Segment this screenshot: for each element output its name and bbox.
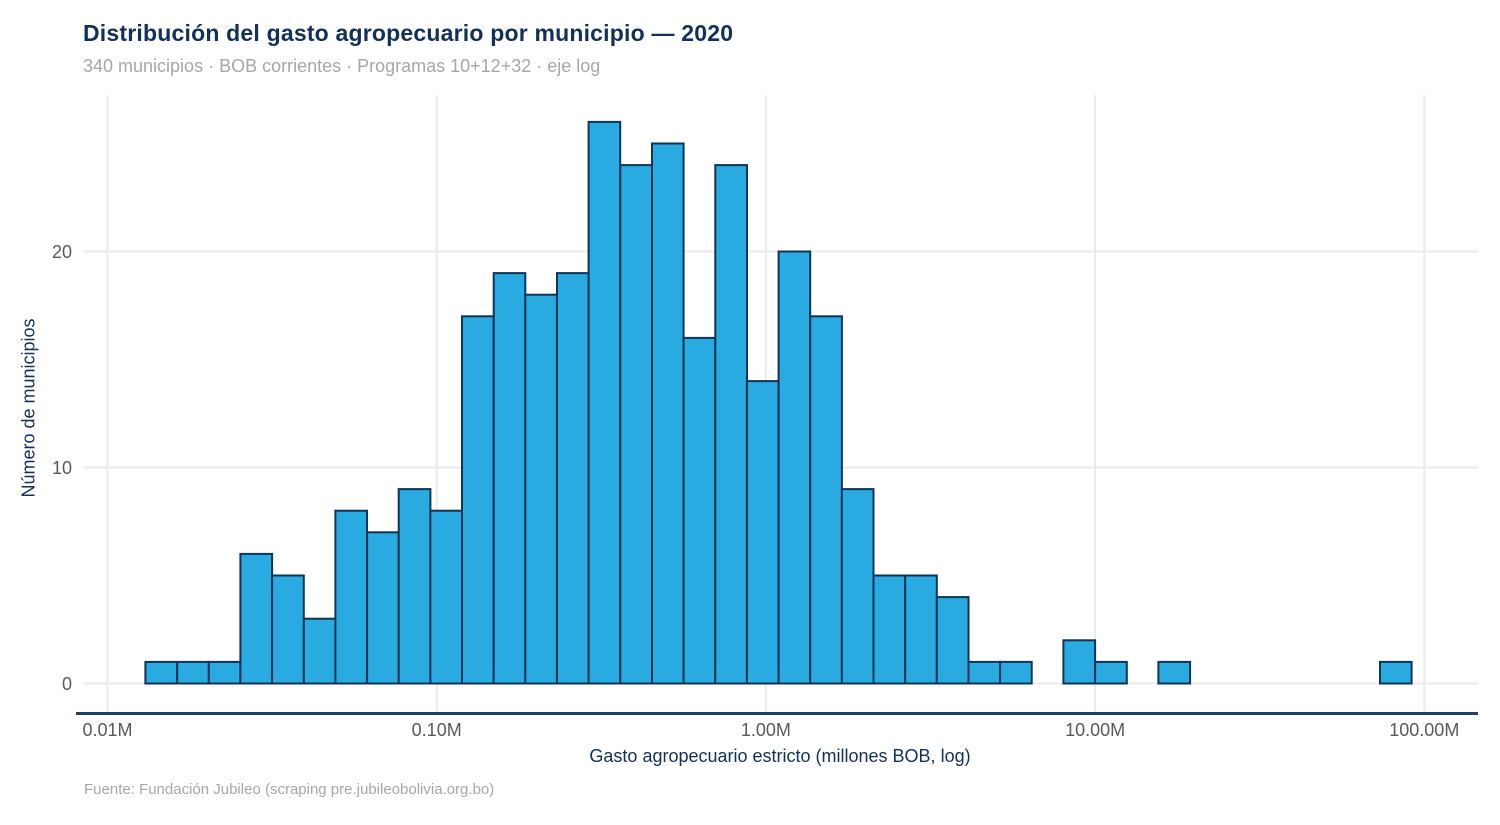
histogram-bar xyxy=(714,164,748,685)
histogram-bar xyxy=(809,315,843,685)
histogram-bar xyxy=(840,488,875,685)
histogram-bar xyxy=(366,531,400,685)
histogram-bar xyxy=(904,574,938,685)
histogram-bar xyxy=(524,293,558,685)
histogram-bar xyxy=(492,272,527,685)
histogram-bar xyxy=(935,596,970,685)
histogram-bar xyxy=(1062,639,1097,685)
histogram-bar xyxy=(1379,660,1413,685)
x-tick-label: 100.00M xyxy=(1389,720,1460,740)
y-tick-label: 20 xyxy=(51,241,72,262)
x-tick-label: 10.00M xyxy=(1065,720,1126,740)
x-tick-label: 0.01M xyxy=(82,720,133,740)
x-tick-label: 1.00M xyxy=(740,720,791,740)
histogram-bar xyxy=(239,552,274,685)
histogram-bar xyxy=(587,120,622,685)
histogram-bar xyxy=(397,488,432,685)
y-tick-label: 0 xyxy=(61,673,72,694)
histogram-bar xyxy=(999,660,1033,685)
histogram-bar xyxy=(1157,660,1192,685)
histogram-bar xyxy=(207,660,242,685)
y-tick-label: 10 xyxy=(51,457,72,478)
x-axis-title: Gasto agropecuario estricto (millones BO… xyxy=(589,746,971,766)
histogram-bar xyxy=(302,617,337,685)
histogram-bar xyxy=(967,660,1002,685)
histogram-bar xyxy=(144,660,179,685)
x-tick-label: 0.10M xyxy=(411,720,462,740)
histogram-bar xyxy=(176,660,210,685)
histogram-bar xyxy=(872,574,907,685)
histogram-bar xyxy=(651,142,685,685)
histogram-bar xyxy=(429,509,464,685)
chart-subtitle: 340 municipios · BOB corrientes · Progra… xyxy=(83,56,601,76)
histogram-bar xyxy=(271,574,305,685)
histogram-bar xyxy=(556,272,590,685)
source-caption: Fuente: Fundación Jubileo (scraping pre.… xyxy=(84,781,495,798)
histogram-bar xyxy=(682,336,717,685)
chart-title: Distribución del gasto agropecuario por … xyxy=(83,20,734,46)
histogram-bar xyxy=(745,380,780,685)
histogram-bar xyxy=(334,509,368,685)
histogram-bar xyxy=(777,250,812,685)
histogram-bar xyxy=(461,315,495,685)
histogram-bar xyxy=(1094,660,1128,685)
histogram-bar xyxy=(619,164,653,685)
